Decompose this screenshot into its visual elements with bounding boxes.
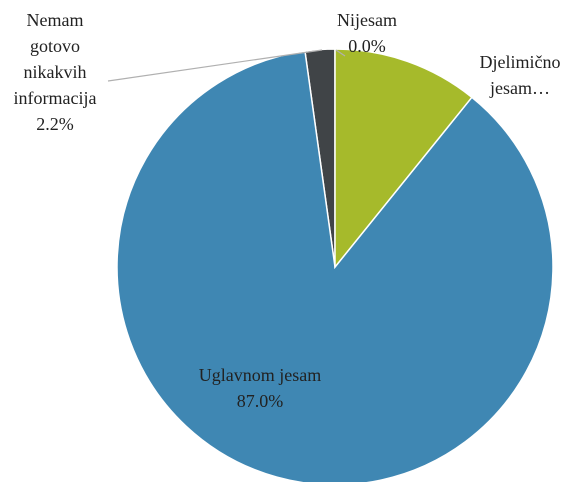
slice-label: Djelimično jesam…	[462, 49, 578, 101]
category-label: Nijesam	[337, 10, 397, 30]
pie-slice	[116, 50, 554, 482]
value-label: 2.2%	[36, 114, 74, 134]
category-label: Uglavnom jesam	[198, 365, 322, 385]
category-label: Nemam gotovo nikakvih informacija	[13, 10, 97, 108]
leader-line	[335, 49, 346, 57]
pie-slice	[334, 48, 473, 270]
slice-label: Nemam gotovo nikakvih informacija 2.2%	[10, 7, 100, 137]
slice-label: Nijesam 0.0%	[322, 7, 412, 59]
leader-line	[107, 49, 323, 82]
category-label: Djelimično jesam…	[479, 52, 561, 98]
value-label: 0.0%	[348, 36, 386, 56]
value-label: 87.0%	[236, 391, 284, 411]
slice-label: Uglavnom jesam 87.0%	[190, 362, 330, 414]
